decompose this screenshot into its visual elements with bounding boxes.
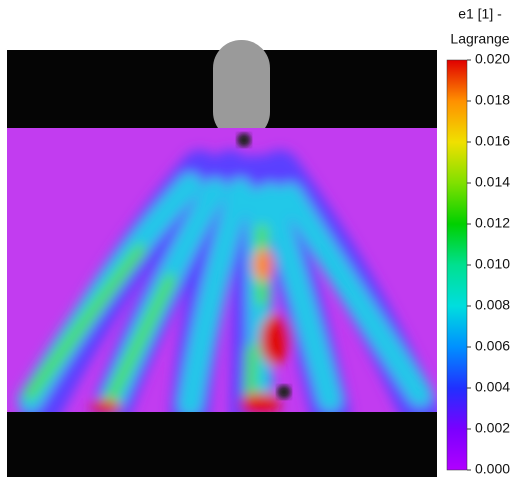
tick-label: 0.000 <box>475 461 510 477</box>
tick-label: 0.010 <box>475 256 510 272</box>
colorbar-title: Lagrange <box>450 31 509 47</box>
tick-label: 0.016 <box>475 133 510 149</box>
tick-label: 0.020 <box>475 51 510 67</box>
colorbar <box>447 60 467 470</box>
strain-image <box>7 40 437 477</box>
tick-label: 0.006 <box>475 338 510 354</box>
tick-label: 0.014 <box>475 174 510 190</box>
tick-label: 0.004 <box>475 379 510 395</box>
tick-label: 0.018 <box>475 92 510 108</box>
tick-label: 0.012 <box>475 215 510 231</box>
tick-label: 0.008 <box>475 297 510 313</box>
tick-label: 0.002 <box>475 420 510 436</box>
colorbar-title: e1 [1] - <box>458 6 502 22</box>
figure: e1 [1] - Lagrange 0.000 0.002 0.004 0.006 0.… <box>0 0 517 482</box>
